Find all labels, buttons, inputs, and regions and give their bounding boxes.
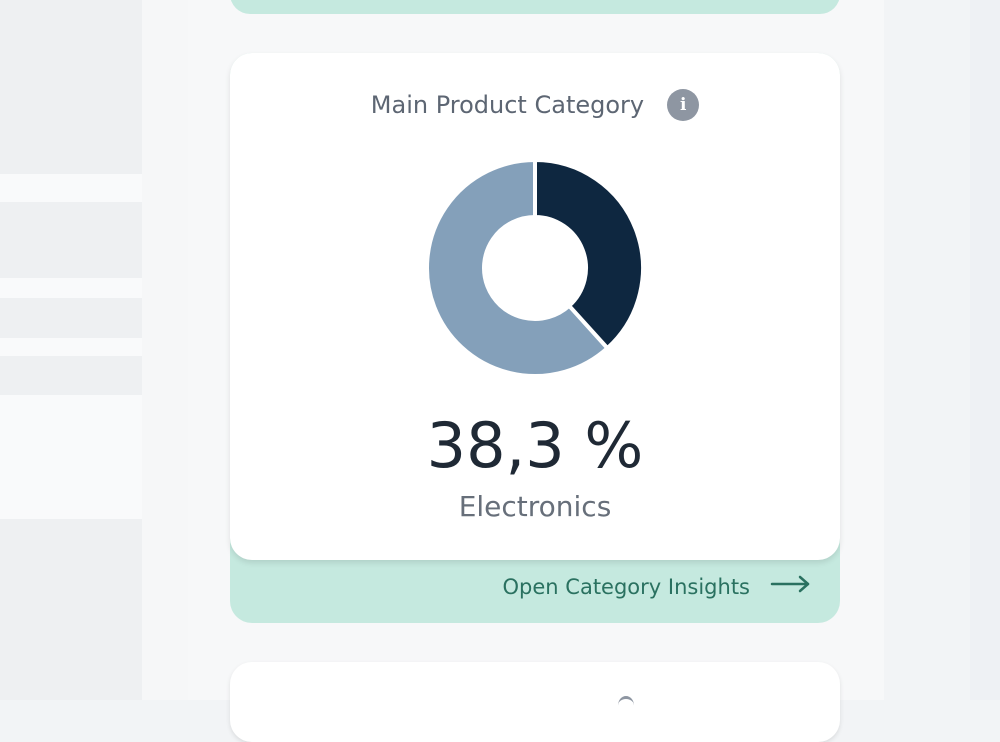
left-panel-bar — [0, 395, 142, 519]
next-card-icon — [618, 696, 634, 715]
previous-card-footer — [230, 0, 840, 14]
left-panel — [0, 0, 142, 700]
next-card — [230, 662, 840, 742]
arrow-right-icon — [770, 574, 812, 599]
open-category-insights-link[interactable]: Open Category Insights — [503, 574, 812, 599]
card-header: Main Product Category i — [230, 89, 840, 121]
card-title: Main Product Category — [370, 91, 645, 119]
donut-slice-rest — [427, 160, 611, 376]
info-icon[interactable]: i — [667, 89, 700, 121]
open-category-insights-label: Open Category Insights — [502, 574, 750, 599]
right-strip — [970, 0, 1000, 700]
left-panel-bar — [0, 278, 142, 298]
category-card-wrapper: Main Product Category i 38,3 % Electroni… — [230, 53, 840, 623]
donut-slice-electronics — [533, 160, 643, 351]
category-donut-chart — [427, 160, 643, 376]
right-background — [884, 0, 970, 700]
left-panel-bar — [0, 174, 142, 202]
left-panel-bar — [0, 338, 142, 356]
category-card: Main Product Category i 38,3 % Electroni… — [230, 53, 840, 560]
gutter — [142, 0, 188, 700]
category-name: Electronics — [458, 490, 612, 523]
category-percentage: 38,3 % — [426, 409, 644, 482]
